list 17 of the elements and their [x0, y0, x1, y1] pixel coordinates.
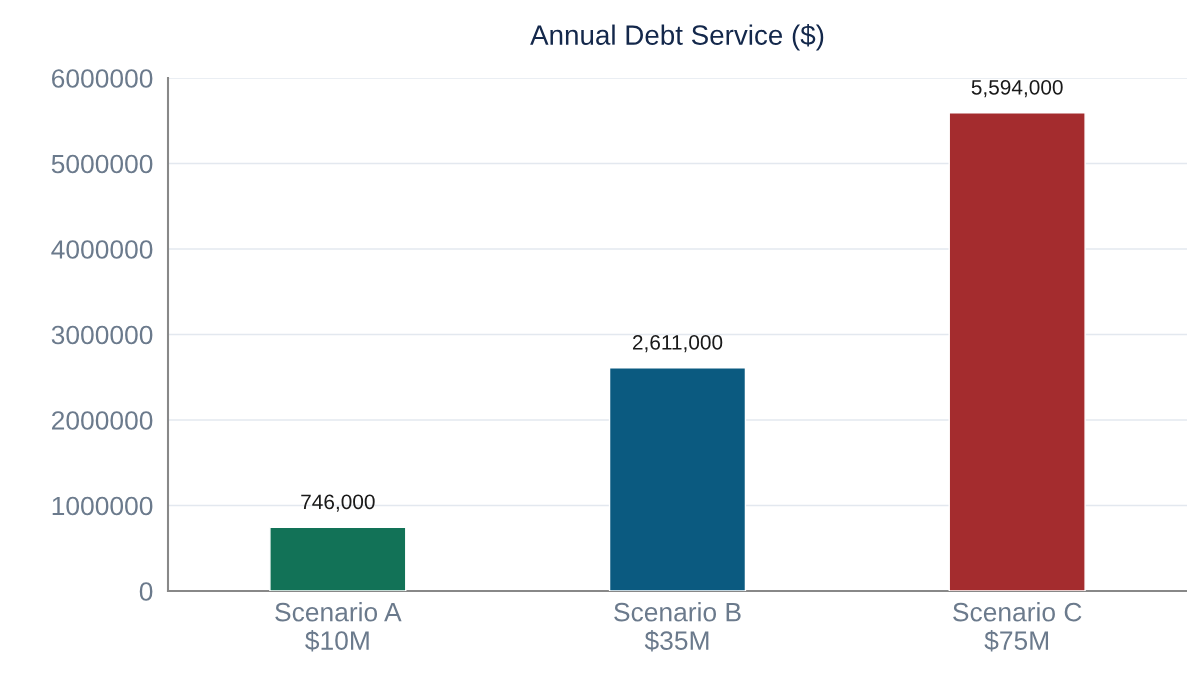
data-label: 746,000: [301, 494, 375, 512]
y-tick-label: 4000000: [51, 240, 153, 259]
y-tick-label: 1000000: [52, 496, 153, 516]
y-tick-label: 6000000: [52, 69, 153, 88]
bar: [948, 112, 1086, 591]
x-tick-label: Scenario A $10M: [275, 602, 402, 652]
data-label: 2,611,000: [632, 335, 723, 353]
bar: [269, 526, 407, 591]
y-tick-label: 3000000: [51, 325, 153, 345]
x-tick-label: Scenario B $35M: [614, 602, 741, 652]
x-tick-label: Scenario C $75M: [953, 602, 1082, 652]
y-tick-label: 2000000: [52, 411, 153, 430]
y-tick-label: 5000000: [51, 154, 153, 174]
y-tick-label: 0: [139, 582, 153, 601]
data-label: 5,594,000: [971, 79, 1063, 98]
chart-title: Annual Debt Service ($): [530, 24, 824, 51]
bar: [608, 367, 747, 591]
